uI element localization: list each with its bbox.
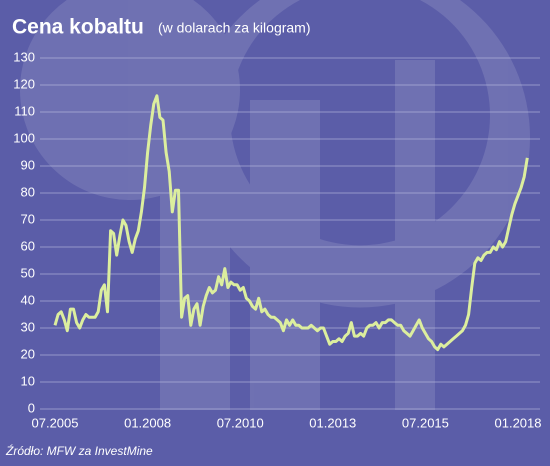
y-tick-label: 10 bbox=[21, 373, 35, 388]
y-tick-label: 60 bbox=[21, 238, 35, 253]
y-tick-label: 130 bbox=[13, 49, 35, 64]
data-line bbox=[53, 94, 529, 352]
y-tick-label: 80 bbox=[21, 184, 35, 199]
x-tick-label: 07.2015 bbox=[402, 415, 449, 430]
y-tick-label: 30 bbox=[21, 319, 35, 334]
x-tick-label: 01.2008 bbox=[124, 415, 171, 430]
y-tick-label: 120 bbox=[13, 76, 35, 91]
x-tick-label: 07.2010 bbox=[217, 415, 264, 430]
y-tick-label: 90 bbox=[21, 157, 35, 172]
y-tick-label: 100 bbox=[13, 130, 35, 145]
y-tick-label: 0 bbox=[28, 400, 35, 415]
x-tick-label: 07.2005 bbox=[32, 415, 79, 430]
y-tick-label: 50 bbox=[21, 265, 35, 280]
y-tick-label: 70 bbox=[21, 211, 35, 226]
source: Źródło: MFW za InvestMine bbox=[5, 443, 153, 458]
y-tick-label: 40 bbox=[21, 292, 35, 307]
decoration bbox=[20, 0, 530, 410]
y-tick-label: 110 bbox=[14, 103, 35, 118]
y-tick-label: 20 bbox=[21, 346, 35, 361]
x-tick-label: 01.2013 bbox=[309, 415, 356, 430]
chart-title: Cena kobaltu bbox=[12, 16, 144, 39]
x-tick-label: 01.2018 bbox=[495, 415, 542, 430]
chart-subtitle: (w dolarach za kilogram) bbox=[158, 20, 311, 36]
